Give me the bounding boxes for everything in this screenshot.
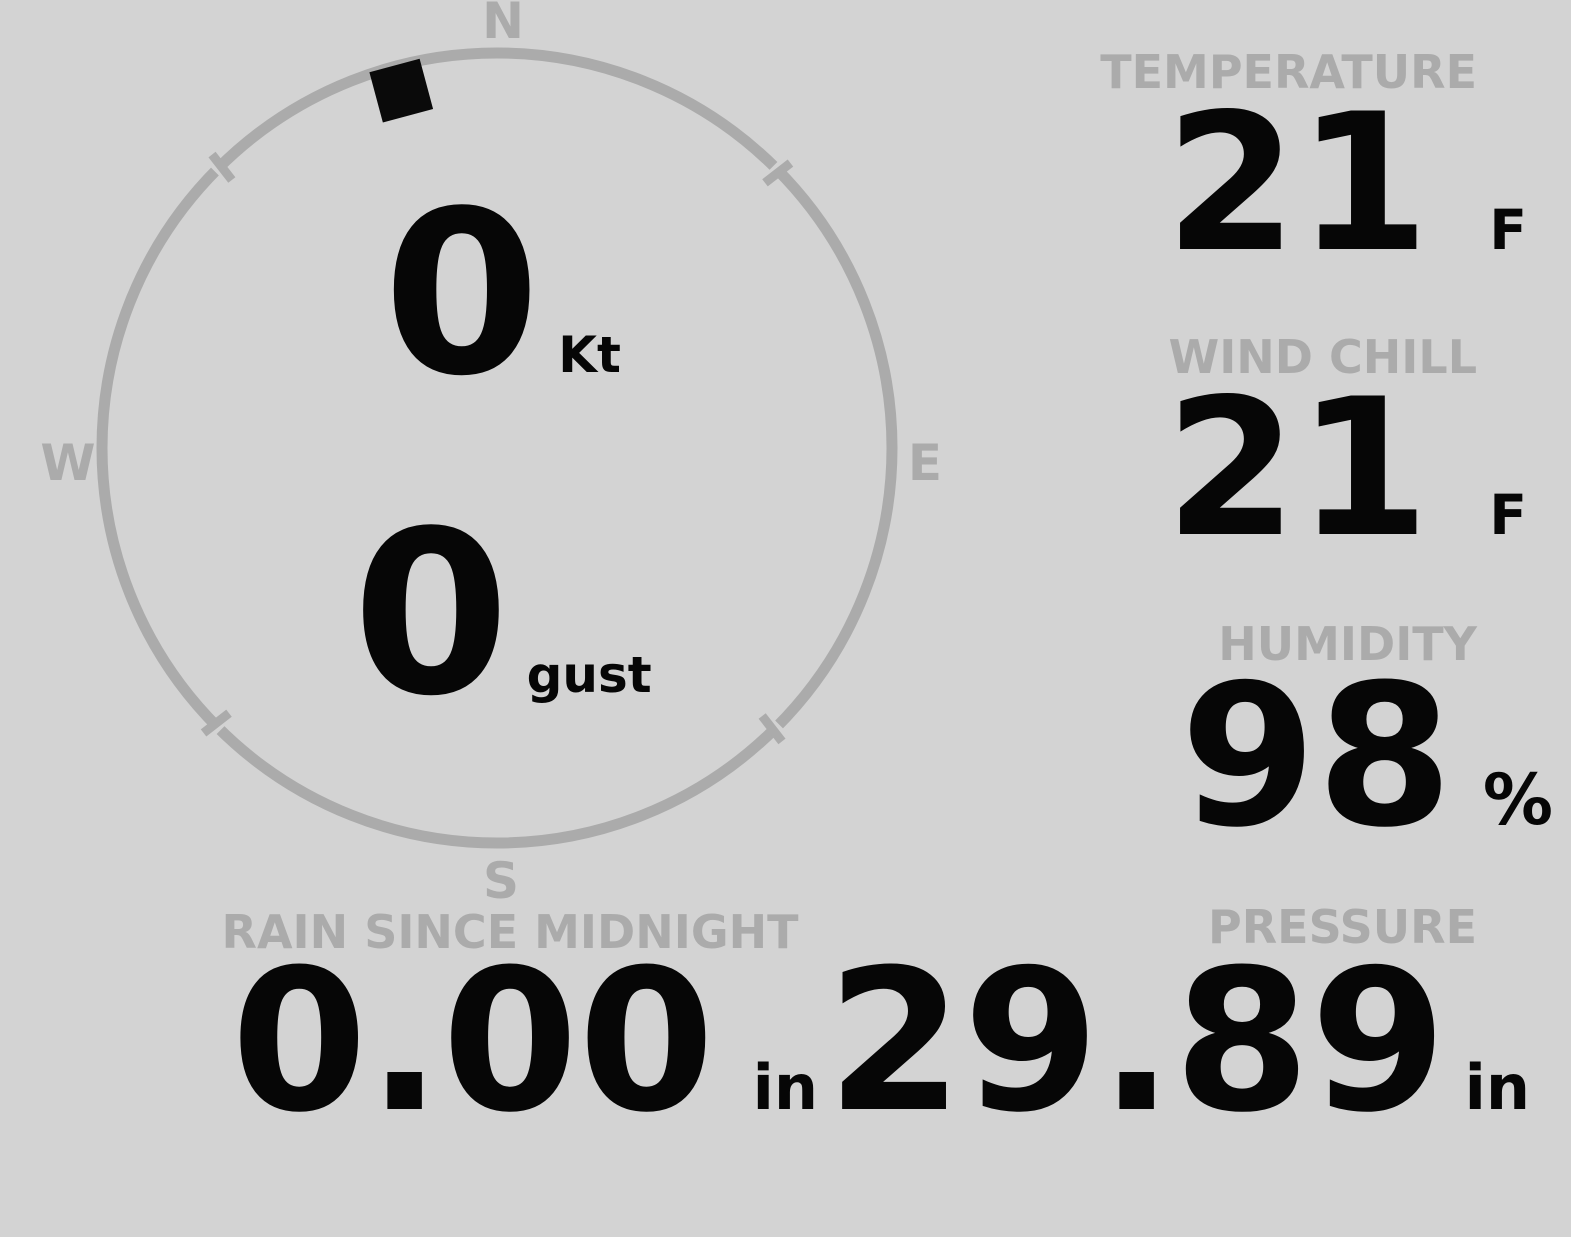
pressure-label: PRESSURE [1208,900,1477,954]
wind-compass-dial [96,47,898,849]
temperature-value: 21 [1165,73,1430,294]
compass-tick-sw [200,709,235,739]
wind-speed-readout: 0 Kt [97,182,907,408]
wind-chill-unit: F [1489,483,1527,547]
pressure-unit: in [1464,1051,1530,1124]
humidity-label: HUMIDITY [1218,617,1477,671]
compass-label-west: W [40,434,96,492]
compass-label-south: S [482,852,520,910]
wind-speed-unit: Kt [558,326,621,384]
pressure-value: 29.89 [826,928,1447,1156]
compass-tick-ne [759,157,794,187]
compass-label-north: N [482,0,524,50]
temperature-label: TEMPERATURE [1100,45,1477,99]
humidity-unit: % [1482,759,1553,841]
rain-since-midnight-unit: in [752,1051,818,1124]
rain-since-midnight-value: 0.00 [231,928,715,1156]
wind-chill-value: 21 [1165,358,1430,579]
wind-chill-label: WIND CHILL [1168,330,1477,384]
wind-direction-marker [369,58,434,123]
wind-gust-unit: gust [526,646,652,704]
compass-tick-nw [206,151,236,186]
wind-direction-marker-group [369,58,434,123]
humidity-readout: 98 % [1180,659,1553,855]
compass-ring [96,47,898,849]
rain-since-midnight-readout: 0.00 in [231,944,818,1140]
wind-speed-value: 0 [383,163,541,426]
humidity-value: 98 [1180,643,1453,871]
wind-chill-readout: 21 F [1165,374,1527,564]
pressure-readout: 29.89 in [827,944,1530,1140]
temperature-unit: F [1489,198,1527,262]
wind-gust-readout: 0 gust [97,502,907,728]
wind-gust-value: 0 [352,483,510,746]
compass-label-east: E [907,434,943,492]
compass-tick-se [758,710,788,745]
temperature-readout: 21 F [1165,89,1527,279]
rain-since-midnight-label: RAIN SINCE MIDNIGHT [221,905,799,959]
